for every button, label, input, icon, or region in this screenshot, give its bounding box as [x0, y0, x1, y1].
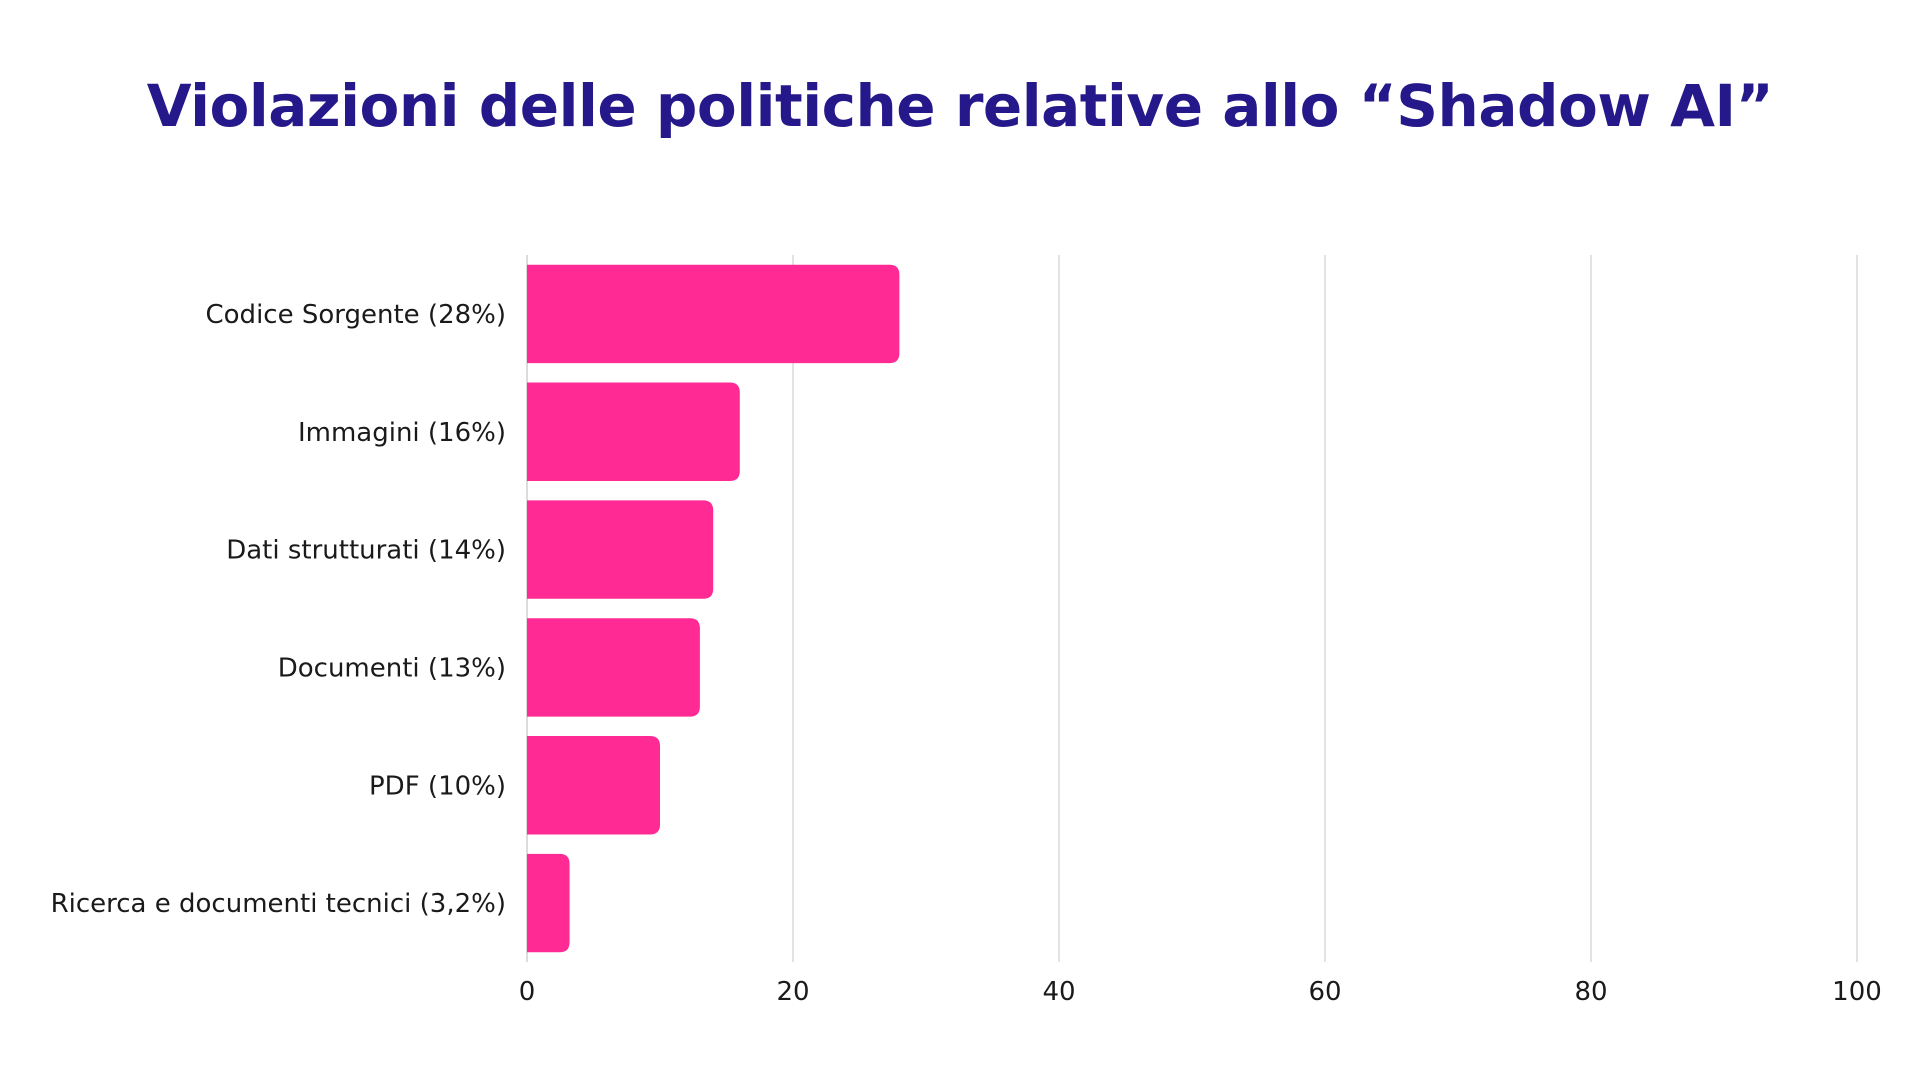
- x-tick-label: 80: [1574, 977, 1607, 1007]
- category-label: Documenti (13%): [278, 653, 506, 683]
- bar-2: [527, 500, 714, 599]
- category-label: Dati strutturati (14%): [226, 536, 506, 566]
- category-label: Ricerca e documenti tecnici (3,2%): [51, 889, 506, 919]
- category-label: PDF (10%): [369, 771, 506, 801]
- bar-0: [527, 264, 900, 364]
- x-axis-tick-labels: 0 20 40 60 80 100: [519, 977, 1882, 1007]
- bar-5: [527, 853, 570, 953]
- category-label: Immagini (16%): [298, 418, 506, 448]
- bars: [527, 264, 900, 953]
- category-label: Codice Sorgente (28%): [206, 300, 507, 330]
- category-labels: Codice Sorgente (28%) Immagini (16%) Dati …: [51, 300, 506, 919]
- bar-3: [527, 618, 700, 717]
- x-tick-label: 0: [519, 977, 536, 1007]
- chart-title: Violazioni delle politiche relative allo…: [146, 72, 1774, 140]
- x-tick-label: 100: [1832, 977, 1882, 1007]
- bar-4: [527, 736, 660, 835]
- bar-1: [527, 382, 740, 481]
- x-tick-label: 60: [1308, 977, 1341, 1007]
- x-tick-label: 20: [776, 977, 809, 1007]
- x-tick-label: 40: [1042, 977, 1075, 1007]
- gridlines: [526, 255, 1858, 962]
